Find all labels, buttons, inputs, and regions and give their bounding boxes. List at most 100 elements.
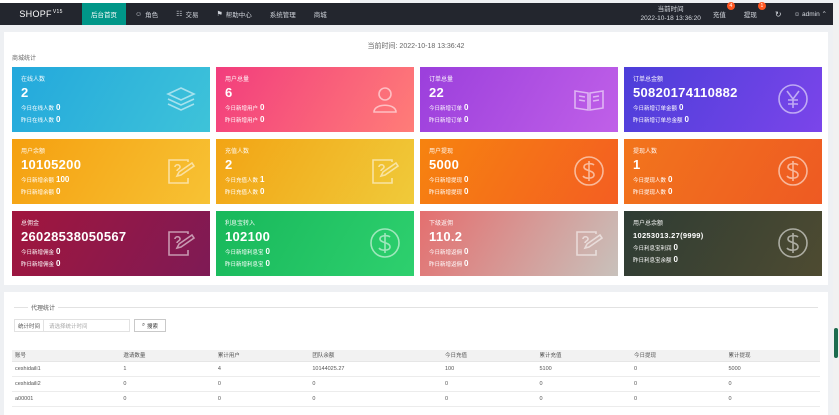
- column-header[interactable]: 累计提现: [725, 350, 820, 362]
- stat-card-value: 5000: [429, 157, 460, 172]
- recharge-link[interactable]: 充值 4: [713, 2, 735, 19]
- stat-card-yesterday: 昨日提现人数 0: [633, 187, 813, 196]
- stat-card-today-label: 今日新增利息宝: [225, 250, 264, 256]
- withdraw-label: 提现: [743, 12, 757, 19]
- user-menu[interactable]: ☺ admin ⌃: [794, 10, 827, 18]
- withdraw-link[interactable]: 提现 1: [743, 2, 766, 19]
- nav-item-3[interactable]: ⚑ 帮助中心: [207, 3, 260, 25]
- stat-card-yesterday-value: 0: [464, 187, 469, 196]
- stat-card-today: 今日新增提现 0: [429, 175, 609, 184]
- refresh-icon[interactable]: ↻: [774, 9, 782, 19]
- table-header-row: 账号 邀请数量 累计用户 团队余额 今日充值 累计充值 今日提现 累计提现: [12, 350, 820, 362]
- stat-card-today: 今日新增订单 0: [429, 103, 609, 112]
- table-cell: 0: [725, 376, 820, 392]
- nav-item-2[interactable]: ☷ 交易: [167, 3, 207, 25]
- stat-card-value: 110.2: [429, 229, 463, 244]
- nav-item-0[interactable]: 后台首页: [82, 3, 126, 25]
- stat-card-today: 今日利息宝利润 0: [633, 243, 813, 252]
- stat-card-title: 用户余额: [21, 149, 46, 155]
- search-icon: ⌕: [141, 322, 146, 328]
- table-cell: 0: [309, 391, 442, 407]
- stat-card-yesterday-label: 昨日新增佣金: [21, 262, 55, 268]
- scrollbar-thumb[interactable]: [834, 328, 838, 358]
- table-cell: 0: [120, 391, 215, 407]
- agent-table: 账号 邀请数量 累计用户 团队余额 今日充值 累计充值 今日提现 累计提现 ceshidail…: [12, 350, 820, 407]
- stat-card-today: 今日新增订单金额 0: [633, 103, 813, 112]
- stat-card-today: 今日新增利息宝 0: [225, 247, 405, 256]
- stat-card-today: 今日新增返佣 0: [429, 247, 609, 256]
- stat-card-yesterday-label: 昨日利息宝余额: [633, 258, 672, 264]
- table-cell: 0: [630, 361, 726, 377]
- current-time-box: 当前时间 2022-10-18 13:36:20: [641, 5, 701, 23]
- chevron-up-icon: ⌃: [821, 11, 827, 18]
- stat-card-title: 总佣金: [21, 221, 40, 227]
- search-button-label: 搜索: [147, 323, 159, 330]
- trade-icon: ☷: [176, 11, 183, 18]
- column-header[interactable]: 团队余额: [309, 350, 442, 362]
- edit-icon: [164, 226, 198, 260]
- stat-card-yesterday-label: 昨日新增订单: [429, 118, 463, 124]
- book-icon: [572, 82, 606, 116]
- stat-card-value: 10105200: [21, 157, 82, 172]
- stat-card-today-label: 今日新增订单金额: [633, 106, 678, 112]
- column-header[interactable]: 今日充值: [442, 350, 537, 362]
- logo[interactable]: SHOPFV15: [19, 9, 63, 19]
- search-button[interactable]: ⌕ 搜索: [134, 319, 166, 332]
- stat-card-yesterday: 昨日新增利息宝 0: [225, 259, 405, 268]
- nav-item-1[interactable]: ☺ 角色: [126, 3, 167, 25]
- table-row: a00001 0 0 0 0 0 0 0: [12, 391, 820, 407]
- stat-card-today: 今日新增佣金 0: [21, 247, 201, 256]
- stat-card: 订单总金额 50820174110882 今日新增订单金额 0 昨日新增订单总金额 0: [624, 67, 822, 132]
- user-icon: ☺: [793, 11, 801, 18]
- stat-card-yesterday-label: 昨日充值人数: [225, 190, 259, 196]
- edit-icon: [368, 154, 402, 188]
- person-icon: ☺: [135, 10, 143, 18]
- column-header[interactable]: 邀请数量: [120, 350, 215, 362]
- nav-item-label: 商城: [313, 12, 327, 19]
- nav-item-5[interactable]: 商城: [305, 3, 336, 25]
- stat-card-title: 利息宝转入: [225, 221, 256, 227]
- stat-card-value: 6: [225, 85, 233, 100]
- stat-card: 充值人数 2 今日充值人数 1 昨日充值人数 0: [216, 139, 414, 204]
- stat-card: 利息宝转入 102100 今日新增利息宝 0 昨日新增利息宝 0: [216, 211, 414, 276]
- stat-card: 用户余额 10105200 今日新增余额 100 昨日新增余额 0: [12, 139, 210, 204]
- stat-card-yesterday: 昨日新增佣金 0: [21, 259, 201, 268]
- stat-card: 用户总量 6 今日新增用户 0 昨日新增用户 0: [216, 67, 414, 132]
- column-header[interactable]: 账号: [12, 350, 121, 362]
- stat-card: 订单总量 22 今日新增订单 0 昨日新增订单 0: [420, 67, 618, 132]
- stat-card-title: 订单总量: [429, 77, 454, 83]
- dollar-icon: [572, 154, 606, 188]
- stat-card-yesterday-value: 0: [56, 259, 61, 268]
- stat-card-yesterday: 昨日新增提现 0: [429, 187, 609, 196]
- stat-card-title: 充值人数: [225, 149, 250, 155]
- nav-item-4[interactable]: 系统管理: [261, 3, 305, 25]
- stat-card-yesterday-label: 昨日新增提现: [429, 190, 463, 196]
- stats-panel: 当前时间: 2022-10-18 13:36:42 商城统计 在线人数 2 今日在线…: [4, 32, 828, 285]
- column-header[interactable]: 累计充值: [536, 350, 631, 362]
- stat-card-yesterday: 昨日新增用户 0: [225, 115, 405, 124]
- stat-card-yesterday: 昨日在线人数 0: [21, 115, 201, 124]
- stat-card-yesterday: 昨日新增订单 0: [429, 115, 609, 124]
- stat-card-yesterday-value: 0: [56, 115, 61, 124]
- stat-card-today-value: 0: [668, 175, 673, 184]
- stat-card-yesterday-value: 0: [684, 115, 689, 124]
- stat-card-today-label: 今日新增返佣: [429, 250, 463, 256]
- stat-card-yesterday: 昨日充值人数 0: [225, 187, 405, 196]
- column-header[interactable]: 今日提现: [630, 350, 726, 362]
- stat-card-yesterday-label: 昨日新增利息宝: [225, 262, 264, 268]
- panel-current-time: 当前时间: 2022-10-18 13:36:42: [367, 43, 465, 50]
- stat-card-today-label: 今日在线人数: [21, 106, 55, 112]
- stat-date-input[interactable]: 请选择统计时间: [44, 319, 130, 332]
- stat-card-today-value: 0: [265, 247, 270, 256]
- stat-card-today-label: 今日新增余额: [21, 178, 55, 184]
- panel-subtitle: 商城统计: [12, 56, 37, 62]
- stat-card: 用户总余额 10253013.27(9999) 今日利息宝利润 0 昨日利息宝余额 0: [624, 211, 822, 276]
- agent-stats-panel: 代理统计 统计时间 请选择统计时间 ⌕ 搜索 账号 邀请数量 累计用户 团队余额 今日充…: [4, 292, 828, 415]
- agent-legend: 代理统计: [28, 303, 59, 312]
- dollar-icon: [776, 226, 810, 260]
- edit-icon: [572, 226, 606, 260]
- stat-card-today-value: 0: [260, 103, 265, 112]
- page-scrollbar[interactable]: [833, 3, 839, 415]
- column-header[interactable]: 累计用户: [214, 350, 310, 362]
- stat-card-value: 22: [429, 85, 445, 100]
